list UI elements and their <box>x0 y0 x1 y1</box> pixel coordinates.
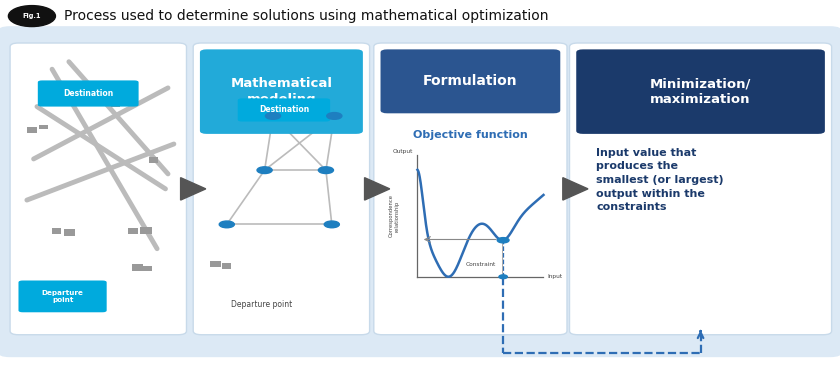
Polygon shape <box>563 178 588 200</box>
FancyBboxPatch shape <box>570 43 832 335</box>
Bar <box>132 264 143 271</box>
FancyBboxPatch shape <box>0 26 840 357</box>
Bar <box>140 227 152 234</box>
Bar <box>210 261 221 267</box>
Text: Constraint: Constraint <box>465 263 496 267</box>
FancyBboxPatch shape <box>576 49 825 134</box>
Bar <box>111 101 120 107</box>
Circle shape <box>8 6 55 27</box>
Circle shape <box>318 167 333 174</box>
Bar <box>334 107 345 114</box>
Circle shape <box>265 113 281 119</box>
Circle shape <box>499 275 507 279</box>
FancyBboxPatch shape <box>10 43 186 335</box>
Text: Input: Input <box>548 274 563 279</box>
FancyBboxPatch shape <box>238 98 330 122</box>
Bar <box>128 228 138 234</box>
Bar <box>98 96 109 103</box>
Circle shape <box>497 237 509 243</box>
Text: Mathematical
modeling: Mathematical modeling <box>230 77 333 106</box>
FancyBboxPatch shape <box>38 80 139 107</box>
Bar <box>123 94 135 101</box>
FancyBboxPatch shape <box>18 280 107 312</box>
Text: Departure
point: Departure point <box>42 290 83 303</box>
Text: Process used to determine solutions using mathematical optimization: Process used to determine solutions usin… <box>64 9 549 23</box>
Text: Destination: Destination <box>259 105 309 114</box>
Circle shape <box>219 221 234 228</box>
Bar <box>222 263 231 269</box>
Text: Fig.1: Fig.1 <box>23 13 41 19</box>
Text: Destination: Destination <box>63 89 113 98</box>
Polygon shape <box>365 178 390 200</box>
FancyBboxPatch shape <box>193 43 370 335</box>
Bar <box>143 266 152 271</box>
Bar <box>149 157 158 163</box>
Text: Objective function: Objective function <box>413 130 528 140</box>
Text: Departure point: Departure point <box>231 300 292 309</box>
Bar <box>27 127 37 133</box>
Text: Input value that
produces the
smallest (or largest)
output within the
constraint: Input value that produces the smallest (… <box>596 148 724 212</box>
Text: Minimization/
maximization: Minimization/ maximization <box>650 77 751 106</box>
Bar <box>344 110 354 116</box>
Bar <box>64 229 75 236</box>
Bar <box>39 125 48 129</box>
FancyBboxPatch shape <box>381 49 560 113</box>
Circle shape <box>324 221 339 228</box>
Text: Correspondence
relationship: Correspondence relationship <box>389 194 399 237</box>
Text: Formulation: Formulation <box>423 74 517 88</box>
Circle shape <box>257 167 272 174</box>
Text: Output: Output <box>393 149 413 154</box>
Circle shape <box>327 113 342 119</box>
Polygon shape <box>181 178 206 200</box>
FancyBboxPatch shape <box>374 43 567 335</box>
Bar <box>52 228 61 234</box>
FancyBboxPatch shape <box>200 49 363 134</box>
